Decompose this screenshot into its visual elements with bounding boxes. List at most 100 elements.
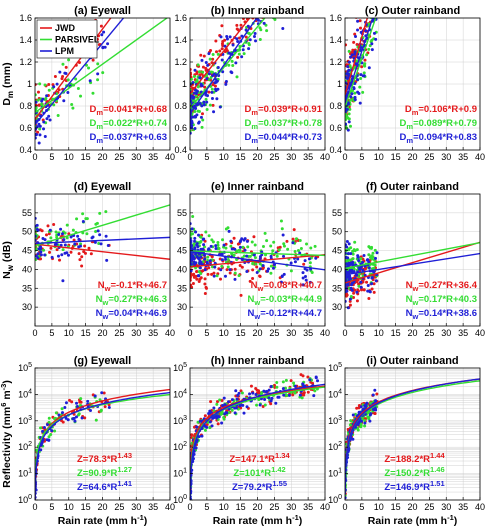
data-point-jwd: [363, 58, 367, 62]
data-point-parsivel: [255, 403, 259, 407]
fit-line-lpm: [35, 236, 170, 245]
data-point-jwd: [61, 74, 65, 78]
data-point-lpm: [192, 257, 196, 261]
data-point-lpm: [345, 106, 347, 110]
data-point-lpm: [359, 419, 363, 423]
data-point-parsivel: [71, 106, 75, 110]
data-point-lpm: [200, 434, 204, 438]
panel-i: 0 5 10 15 20 25 30 35 40 100 101 102 103 104 105 (i) Ou…: [328, 355, 485, 527]
data-point-parsivel: [293, 391, 297, 395]
data-point-parsivel: [197, 270, 201, 274]
data-point-lpm: [353, 98, 357, 102]
data-point-parsivel: [221, 238, 225, 242]
data-point-parsivel: [35, 247, 38, 251]
x-tick-label: 40: [165, 152, 175, 162]
data-point-lpm: [47, 114, 51, 118]
data-point-lpm: [349, 252, 353, 256]
data-point-jwd: [357, 406, 361, 410]
data-point-jwd: [195, 270, 199, 274]
data-point-parsivel: [54, 411, 58, 415]
data-point-parsivel: [61, 62, 65, 66]
data-point-lpm: [265, 389, 269, 393]
data-point-lpm: [349, 55, 353, 59]
x-tick-label: 20: [97, 502, 107, 512]
data-point-jwd: [237, 36, 241, 40]
data-point-jwd: [367, 297, 371, 301]
x-tick-label: 20: [97, 328, 107, 338]
data-point-parsivel: [247, 32, 251, 36]
data-point-parsivel: [259, 0, 262, 3]
panel-title: (h) Inner rainband: [211, 355, 305, 367]
x-tick-label: 10: [374, 502, 384, 512]
data-point-lpm: [52, 85, 56, 89]
y-tick-label: 1.2: [329, 57, 342, 67]
data-point-lpm: [371, 393, 375, 397]
data-point-parsivel: [43, 98, 47, 102]
data-point-lpm: [39, 253, 43, 257]
data-point-parsivel: [367, 245, 371, 249]
data-point-lpm: [227, 51, 231, 55]
data-point-parsivel: [101, 71, 105, 75]
x-tick-label: 0: [187, 502, 192, 512]
data-point-parsivel: [197, 109, 201, 113]
data-point-lpm: [62, 238, 66, 242]
data-point-lpm: [100, 391, 104, 395]
data-point-jwd: [201, 65, 205, 69]
fit-equation-jwd: Z=78.3*R1.43: [77, 451, 132, 465]
data-point-parsivel: [261, 244, 265, 248]
y-tick-label: 0.4: [19, 145, 32, 155]
data-point-lpm: [199, 115, 203, 119]
data-point-lpm: [346, 128, 350, 132]
x-tick-label: 20: [407, 502, 417, 512]
data-point-lpm: [372, 31, 376, 35]
data-point-jwd: [83, 244, 87, 248]
data-point-lpm: [208, 259, 212, 263]
data-point-lpm: [214, 247, 218, 251]
data-point-parsivel: [265, 239, 269, 243]
y-tick-label: 105: [18, 362, 32, 373]
data-point-parsivel: [66, 78, 70, 82]
y-tick-label: 55: [177, 208, 187, 218]
data-point-parsivel: [79, 397, 83, 401]
y-tick-label: 35: [22, 283, 32, 293]
data-point-parsivel: [79, 242, 83, 246]
y-tick-label: 1.4: [174, 35, 187, 45]
x-tick-label: 10: [64, 152, 74, 162]
data-point-jwd: [210, 255, 214, 259]
x-tick-label: 5: [359, 152, 364, 162]
data-point-lpm: [374, 37, 378, 41]
data-point-lpm: [190, 123, 192, 127]
data-point-lpm: [207, 52, 211, 56]
fit-equations: Z=188.2*R1.44Z=150.2*R1.46Z=146.9*R1.51: [384, 451, 445, 493]
data-point-lpm: [80, 416, 84, 420]
data-point-parsivel: [353, 240, 357, 244]
x-tick-label: 0: [342, 328, 347, 338]
data-point-lpm: [60, 253, 64, 257]
x-tick-label: 25: [269, 152, 279, 162]
x-tick-label: 40: [320, 502, 330, 512]
x-tick-label: 15: [81, 502, 91, 512]
data-point-jwd: [79, 400, 83, 404]
data-point-lpm: [345, 239, 349, 243]
data-point-parsivel: [226, 265, 230, 269]
y-tick-label: 105: [173, 362, 187, 373]
data-point-parsivel: [56, 114, 60, 118]
data-point-lpm: [59, 227, 63, 231]
data-point-parsivel: [47, 420, 51, 424]
data-point-jwd: [358, 26, 362, 30]
data-point-lpm: [270, 396, 274, 400]
data-point-jwd: [233, 267, 237, 271]
x-tick-label: 15: [81, 152, 91, 162]
fit-lines: [190, 18, 266, 115]
data-point-lpm: [238, 240, 242, 244]
data-point-lpm: [63, 71, 67, 75]
data-point-lpm: [64, 401, 68, 405]
data-point-parsivel: [39, 426, 43, 430]
x-tick-label: 10: [64, 328, 74, 338]
data-point-lpm: [193, 246, 197, 250]
fit-equation-parsivel: Z=150.2*R1.46: [384, 465, 444, 479]
data-point-lpm: [198, 101, 202, 105]
data-point-lpm: [354, 273, 358, 277]
data-point-lpm: [214, 80, 218, 84]
data-point-jwd: [372, 282, 376, 286]
